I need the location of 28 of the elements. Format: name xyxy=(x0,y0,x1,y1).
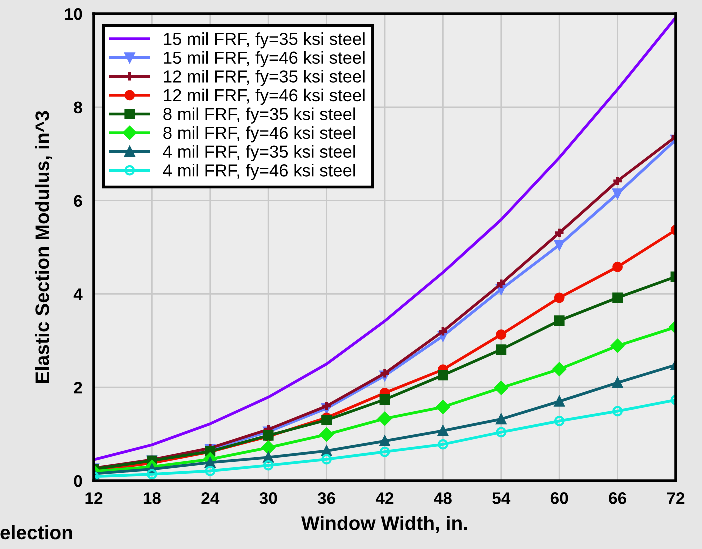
x-tick-label: 60 xyxy=(550,492,568,504)
x-tick-label: 42 xyxy=(376,492,394,504)
x-tick-label: 66 xyxy=(609,492,626,504)
legend-label: 4 mil FRF, fy=35 ksi steel xyxy=(163,145,356,162)
y-tick-label: 4 xyxy=(74,288,83,300)
y-tick-label: 8 xyxy=(74,102,82,114)
x-tick-label: 36 xyxy=(318,492,336,504)
y-tick-label: 6 xyxy=(74,195,82,208)
legend-label: 12 mil FRF, fy=46 ksi steel xyxy=(164,88,365,106)
legend-label: 8 mil FRF, fy=35 ksi steel xyxy=(164,108,356,124)
x-tick-label: 48 xyxy=(434,492,452,504)
x-tick-label: 54 xyxy=(492,492,511,504)
legend-label: 12 mil FRF, fy=35 ksi steel xyxy=(164,70,365,86)
text: election xyxy=(0,525,72,540)
y-tick-label: 0 xyxy=(74,475,82,488)
y-axis-title: Elastic Section Modulus, in^3 xyxy=(35,111,52,384)
legend-label: 4 mil FRF, fy=46 ksi steel xyxy=(163,164,356,180)
x-tick-label: 18 xyxy=(144,492,161,504)
x-tick-label: 72 xyxy=(667,492,685,504)
x-tick-label: 12 xyxy=(86,492,103,504)
x-tick-label: 30 xyxy=(260,492,278,504)
legend-label: 15 mil FRF, fy=35 ksi steel xyxy=(164,32,365,49)
x-axis-title: Window Width, in. xyxy=(302,516,468,534)
y-tick-label: 10 xyxy=(65,8,82,20)
x-tick-label: 24 xyxy=(202,492,220,504)
legend-label: 15 mil FRF, fy=46 ksi steel xyxy=(164,51,365,68)
legend-label: 8 mil FRF, fy=46 ksi steel xyxy=(164,126,356,143)
y-tick-label: 2 xyxy=(74,382,82,394)
